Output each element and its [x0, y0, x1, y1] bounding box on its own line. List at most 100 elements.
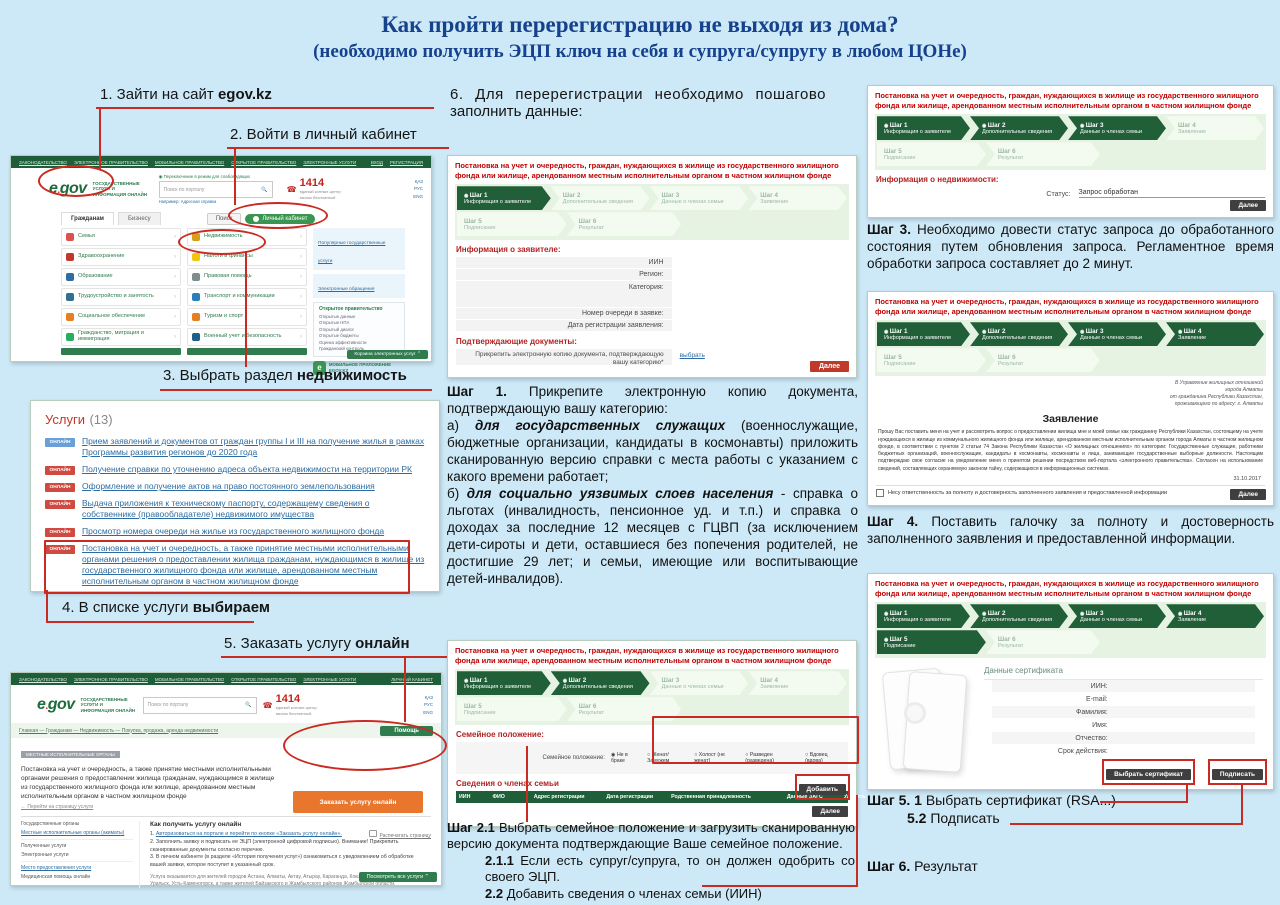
sidebar-popular-link[interactable]: Популярные государственные услуги: [318, 241, 386, 264]
search-icon[interactable]: 🔍: [245, 702, 252, 708]
sidebar-link[interactable]: Медицинская помощь онлайн: [21, 874, 91, 881]
sidebar-appeals-link[interactable]: Электронные обращения: [318, 287, 375, 292]
sidebar-link[interactable]: Местные исполнительные органы (акиматы): [21, 830, 125, 837]
topbar-link[interactable]: ЭЛЕКТРОННОЕ ПРАВИТЕЛЬСТВО: [73, 159, 148, 165]
menu-item[interactable]: Туризм и спорт ›: [187, 308, 307, 326]
egov-logo[interactable]: e.gov: [37, 696, 75, 713]
open-gov-link[interactable]: Открытый диалог: [319, 326, 355, 332]
search-input[interactable]: Поиск по порталу 🔍: [142, 696, 257, 714]
menu-item[interactable]: Семья ›: [61, 228, 181, 246]
register-link[interactable]: РЕГИСТРАЦИЯ: [389, 159, 423, 165]
service-item[interactable]: онлайн Получение справки по уточнению адр…: [45, 464, 425, 476]
service-item-target[interactable]: онлайн Постановка на учет и очередность, …: [45, 543, 425, 587]
mobile-app-box[interactable]: e Мобильное приложение EGOV.KZ: [313, 360, 405, 375]
basket-button[interactable]: Корзина электронных услуг ⌃: [347, 350, 428, 359]
open-gov-link[interactable]: Открытые НПА: [319, 320, 350, 326]
menu-item[interactable]: Правовая помощь ›: [187, 268, 307, 286]
radio-option[interactable]: ○ Вдовец (вдова): [805, 752, 828, 765]
service-item[interactable]: онлайн Оформление и получение актов на пр…: [45, 481, 425, 493]
order-online-button[interactable]: Заказать услугу онлайн: [293, 791, 423, 813]
service-item[interactable]: онлайн Выдача приложения к техническому п…: [45, 498, 425, 520]
menu-item[interactable]: Гражданство, миграция и иммиграция ›: [61, 328, 181, 346]
language-switcher[interactable]: ҚАЗ РУС ENG: [413, 179, 423, 199]
confirmation-checkbox[interactable]: [876, 488, 884, 497]
open-gov-link[interactable]: Открытые бюджеты: [319, 333, 359, 339]
service-item[interactable]: онлайн Прием заявлений и документов от гр…: [45, 436, 425, 458]
menu-item[interactable]: Социальное обеспечение ›: [61, 308, 181, 326]
breadcrumb[interactable]: Главная — Гражданам — Недвижимость — Пок…: [19, 727, 219, 734]
search-input[interactable]: Поиск по порталу 🔍: [158, 181, 273, 198]
service-page-link[interactable]: ← Перейти на страницу услуги: [21, 804, 94, 811]
topbar-link[interactable]: ЭЛЕКТРОННЫЕ УСЛУГИ: [303, 676, 357, 682]
radio-option[interactable]: ○ Разведен (разведена): [745, 752, 774, 765]
wizard-step-6[interactable]: Шаг 6 Результат: [986, 142, 1100, 166]
radio-option[interactable]: ○ Холост (не женат): [694, 752, 725, 765]
print-link[interactable]: Распечатать страницу: [369, 830, 431, 839]
language-switcher[interactable]: ҚАЗ РУС ENG: [423, 695, 433, 715]
wizard-step-6[interactable]: Шаг 6 Результат: [986, 630, 1100, 654]
menu-item[interactable]: Трудоустройство и занятость ›: [61, 288, 181, 306]
next-button[interactable]: Далее: [1230, 200, 1266, 211]
radio-option[interactable]: ◉ Не в браке: [610, 752, 628, 765]
search-icon[interactable]: 🔍: [261, 186, 268, 193]
open-gov-link[interactable]: Оценка эффективности: [319, 339, 367, 345]
add-member-button[interactable]: Добавить: [798, 784, 846, 795]
sidebar-link[interactable]: Место предоставления услуги: [21, 865, 92, 872]
topbar-link[interactable]: ОТКРЫТОЕ ПРАВИТЕЛЬСТВО: [231, 676, 297, 682]
next-button[interactable]: Далее: [812, 806, 848, 817]
sidebar-link[interactable]: Государственные органы: [21, 821, 80, 828]
open-gov-link[interactable]: Гражданский контроль: [319, 346, 365, 352]
next-button[interactable]: Далее: [809, 361, 849, 372]
topbar-link[interactable]: ЭЛЕКТРОННЫЕ УСЛУГИ: [303, 159, 357, 165]
next-button[interactable]: Далее: [1230, 489, 1266, 500]
login-link[interactable]: ВХОД: [370, 159, 383, 165]
topbar-link[interactable]: ЗАКОНОДАТЕЛЬСТВО: [19, 159, 67, 165]
wizard-step-6[interactable]: Шаг 6 Результат: [567, 212, 682, 236]
topbar-link[interactable]: МОБИЛЬНОЕ ПРАВИТЕЛЬСТВО: [154, 159, 225, 165]
choose-certificate-button[interactable]: Выбрать сертификат: [1106, 769, 1191, 780]
radio-option[interactable]: ○ Женат/Замужем: [647, 752, 670, 765]
topbar-link[interactable]: ЗАКОНОДАТЕЛЬСТВО: [19, 676, 67, 682]
wizard-step-6[interactable]: Шаг 6 Результат: [567, 697, 682, 721]
menu-item[interactable]: Транспорт и коммуникации ›: [187, 288, 307, 306]
tab-citizens[interactable]: Гражданам: [61, 212, 114, 225]
topbar-link[interactable]: ЭЛЕКТРОННОЕ ПРАВИТЕЛЬСТВО: [73, 676, 148, 682]
wizard-step-6[interactable]: Шаг 6 Результат: [986, 348, 1100, 372]
user-menu[interactable]: ЛИЧНЫЙ КАБИНЕТ: [391, 676, 433, 682]
accessibility-link[interactable]: ◉ Переключение в режим для слабовидящих: [158, 174, 251, 179]
attach-file-link[interactable]: выбрать: [679, 352, 705, 360]
sidebar-link[interactable]: Полученные услуги: [21, 843, 67, 850]
tab-business[interactable]: Бизнесу: [117, 212, 161, 225]
menu-item[interactable]: Военный учет и безопасность ›: [187, 328, 307, 346]
menu-item[interactable]: Образование ›: [61, 268, 181, 286]
footer-button[interactable]: Посмотреть все услуги ⌃: [358, 872, 437, 882]
open-gov-link[interactable]: Открытые данные: [319, 314, 356, 319]
topbar-link[interactable]: ОТКРЫТОЕ ПРАВИТЕЛЬСТВО: [231, 159, 297, 165]
sidebar-link[interactable]: Электронные услуги: [21, 852, 69, 859]
menu-item[interactable]: Здравоохранение ›: [61, 248, 181, 266]
service-item[interactable]: онлайн Просмотр номера очереди на жилье и…: [45, 526, 425, 538]
